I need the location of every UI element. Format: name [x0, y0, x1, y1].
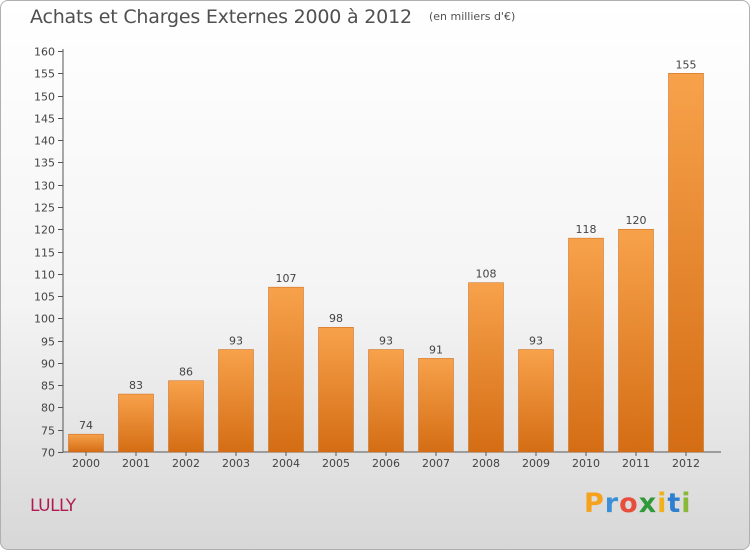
bar-value-label: 91 — [429, 343, 443, 356]
bar-value-label: 120 — [626, 214, 647, 227]
bar — [68, 433, 104, 453]
y-tick-label: 155 — [34, 68, 55, 81]
x-tick-label: 2000 — [72, 457, 100, 470]
x-tick-label: 2005 — [322, 457, 350, 470]
bar-value-label: 83 — [129, 379, 143, 392]
bar — [118, 393, 154, 453]
bar — [568, 237, 604, 453]
proxiti-logo[interactable]: Proxiti — [584, 488, 692, 519]
y-tick-label: 135 — [34, 157, 55, 170]
chart-title: Achats et Charges Externes 2000 à 2012 — [30, 6, 412, 28]
logo-letter: i — [657, 488, 668, 519]
bar-value-label: 93 — [379, 335, 393, 348]
x-tick-label: 2004 — [272, 457, 300, 470]
y-tick-label: 110 — [34, 269, 55, 282]
y-tick-label: 160 — [34, 46, 55, 59]
bar — [218, 349, 254, 453]
y-tick-label: 145 — [34, 113, 55, 126]
y-tick-label: 100 — [34, 313, 55, 326]
bar-value-label: 93 — [229, 335, 243, 348]
bar-value-label: 107 — [276, 272, 297, 285]
bar-value-label: 155 — [676, 58, 697, 71]
logo-letter: P — [584, 488, 605, 519]
bar-value-label: 86 — [179, 366, 193, 379]
x-tick-label: 2001 — [122, 457, 150, 470]
bar — [618, 228, 654, 453]
logo-letter: x — [638, 488, 658, 519]
chart-bars — [68, 73, 704, 453]
bar-value-label: 118 — [576, 223, 597, 236]
y-tick-label: 85 — [41, 380, 55, 393]
bar-value-label: 74 — [79, 419, 93, 432]
logo-letter: o — [619, 488, 639, 519]
x-tick-label: 2003 — [222, 457, 250, 470]
logo-letter: r — [604, 488, 620, 519]
bar-value-label: 108 — [476, 268, 497, 281]
bar-value-label: 98 — [329, 312, 343, 325]
y-tick-label: 120 — [34, 224, 55, 237]
x-tick-label: 2010 — [572, 457, 600, 470]
y-tick-label: 95 — [41, 336, 55, 349]
logo-letter: i — [681, 488, 692, 519]
chart-unit: (en milliers d'€) — [428, 10, 516, 23]
bar — [318, 326, 354, 453]
bar — [418, 358, 454, 453]
y-tick-label: 90 — [41, 358, 55, 371]
chart-title-row: Achats et Charges Externes 2000 à 2012 (… — [30, 6, 515, 28]
y-tick-label: 80 — [41, 402, 55, 415]
chart-labels: 2000 74 2001 83 2002 86 2003 93 2004 107 2005 98 200… — [72, 58, 700, 470]
y-tick-label: 150 — [34, 91, 55, 104]
x-tick-label: 2009 — [522, 457, 550, 470]
x-tick-label: 2008 — [472, 457, 500, 470]
x-tick-label: 2007 — [422, 457, 450, 470]
bar — [168, 380, 204, 453]
y-tick-label: 125 — [34, 202, 55, 215]
y-tick-label: 140 — [34, 135, 55, 148]
bar — [368, 349, 404, 453]
y-tick-label: 105 — [34, 291, 55, 304]
commune-name: LULLY — [30, 496, 76, 516]
x-tick-label: 2011 — [622, 457, 650, 470]
logo-letter: t — [667, 488, 682, 519]
bar — [268, 286, 304, 453]
bar — [668, 73, 704, 453]
x-tick-label: 2006 — [372, 457, 400, 470]
bar — [468, 282, 504, 453]
y-tick-label: 70 — [41, 447, 55, 460]
bar-value-label: 93 — [529, 335, 543, 348]
y-tick-label: 115 — [34, 247, 55, 260]
y-tick-label: 130 — [34, 180, 55, 193]
y-tick-label: 75 — [41, 425, 55, 438]
bar — [518, 349, 554, 453]
x-tick-label: 2002 — [172, 457, 200, 470]
x-tick-label: 2012 — [672, 457, 700, 470]
